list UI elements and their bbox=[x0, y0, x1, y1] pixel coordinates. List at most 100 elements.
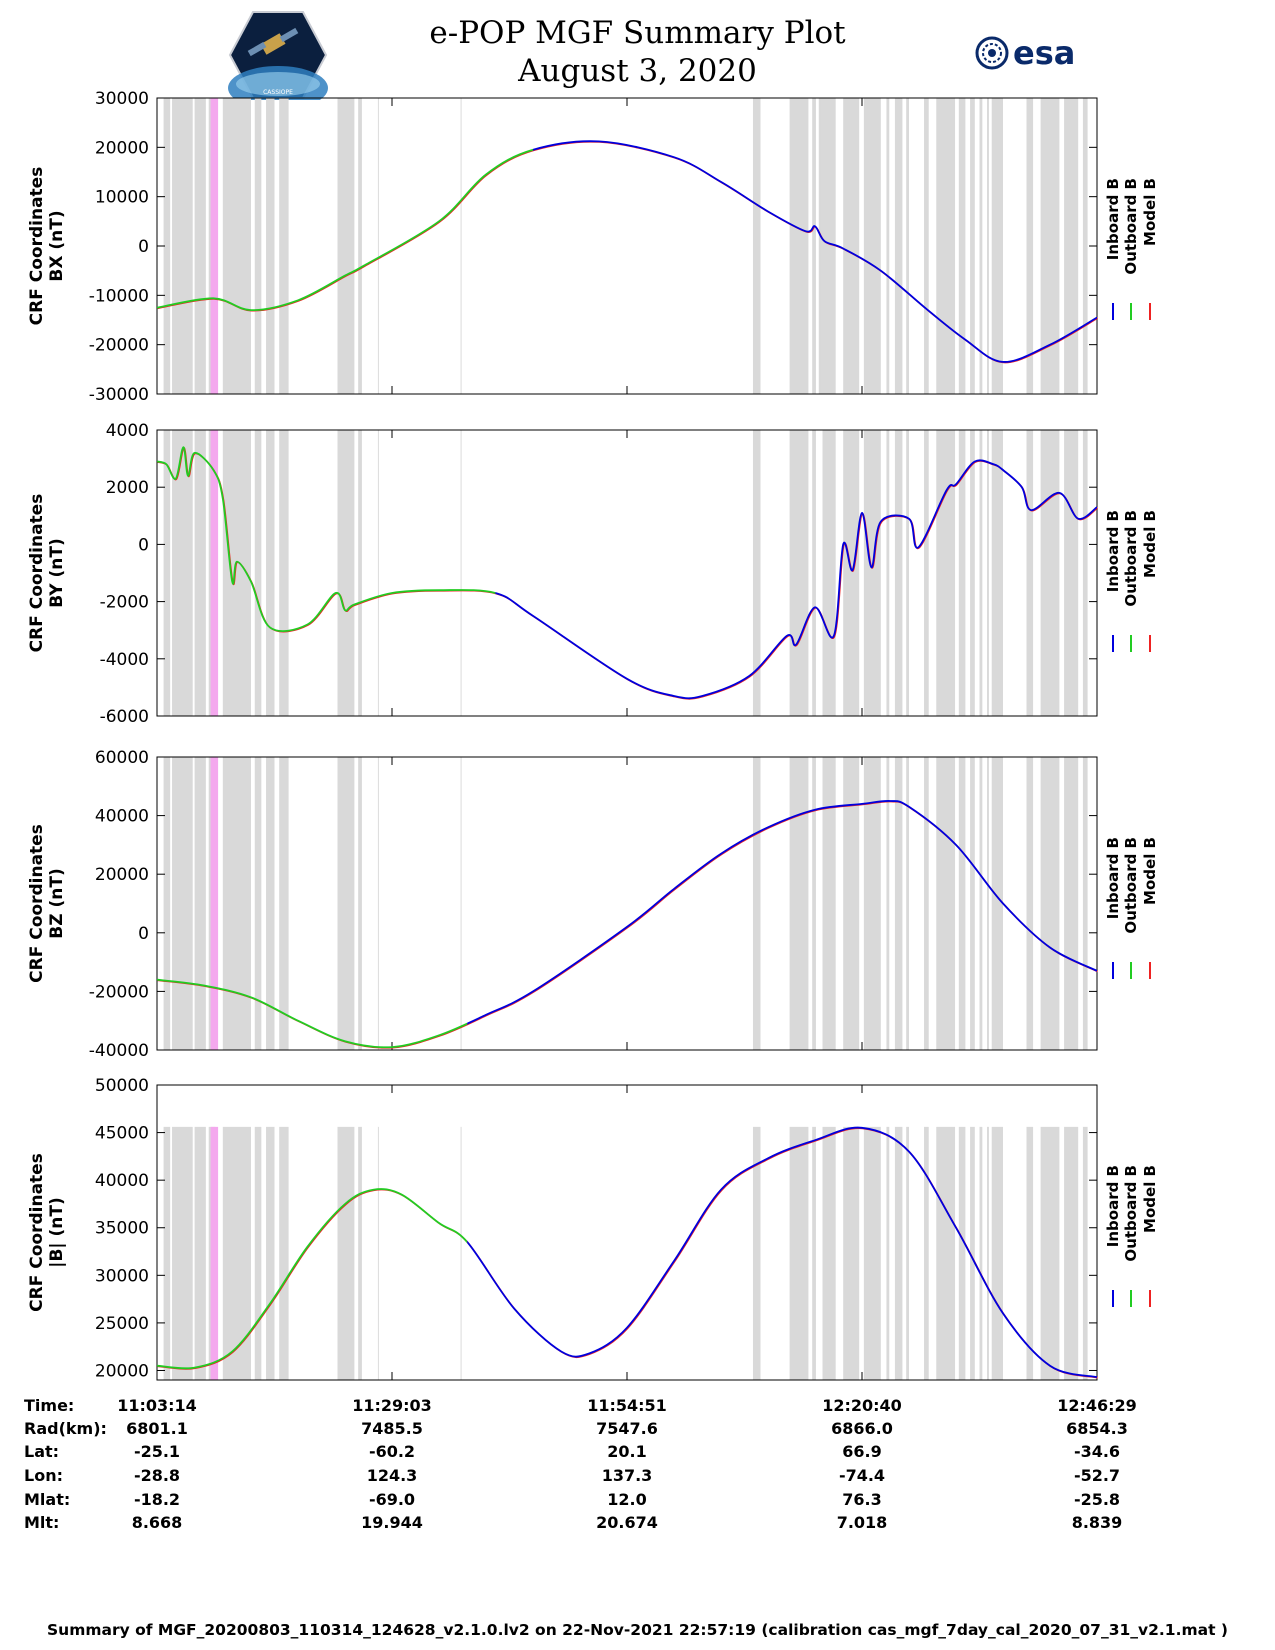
data-gap-band bbox=[970, 757, 975, 1050]
data-gap-band bbox=[254, 430, 262, 716]
ephemeris-cell: -69.0 bbox=[368, 1490, 416, 1509]
axes-box bbox=[156, 756, 1098, 1051]
data-gap-band bbox=[358, 757, 362, 1050]
data-gap-band bbox=[752, 757, 761, 1050]
data-gap-band bbox=[1082, 1126, 1088, 1380]
y-tick-label: 4000 bbox=[106, 421, 149, 441]
data-gap-band bbox=[812, 1126, 816, 1380]
legend-label: Outboard B bbox=[1122, 510, 1140, 607]
ephemeris-cell: 6801.1 bbox=[126, 1419, 188, 1438]
axes-box bbox=[156, 429, 1098, 717]
ephemeris-cell: 66.9 bbox=[842, 1442, 882, 1461]
data-gap-band bbox=[460, 757, 462, 1050]
y-axis-label: CRF Coordinates bbox=[27, 494, 47, 653]
ephemeris-cell: 12:20:40 bbox=[822, 1396, 902, 1415]
data-gap-band bbox=[958, 1126, 966, 1380]
data-gap-band bbox=[822, 430, 836, 716]
data-gap-band bbox=[254, 757, 262, 1050]
ephemeris-row-label: Time: bbox=[24, 1396, 75, 1415]
data-gap-band bbox=[970, 1126, 975, 1380]
model-b-line bbox=[157, 1127, 1098, 1379]
esa-logo-text: esa bbox=[1013, 34, 1076, 72]
inboard-b-line bbox=[495, 459, 1097, 700]
y-tick-label: 10000 bbox=[95, 188, 149, 208]
y-tick-label: 20000 bbox=[95, 138, 149, 158]
data-gap-band bbox=[279, 430, 289, 716]
data-gap-band bbox=[886, 757, 890, 1050]
y-tick-label: 2000 bbox=[106, 478, 149, 498]
y-tick-label: 40000 bbox=[95, 1171, 149, 1191]
esa-emblem-icon bbox=[975, 36, 1009, 70]
inboard-b-line bbox=[533, 140, 1097, 363]
ephemeris-row-label: Mlat: bbox=[24, 1490, 71, 1509]
legend-label: Outboard B bbox=[1122, 178, 1140, 275]
data-gap-band bbox=[163, 430, 171, 716]
data-gap-band bbox=[752, 1126, 761, 1380]
data-gap-band bbox=[1026, 757, 1034, 1050]
legend-label: Inboard B bbox=[1104, 837, 1122, 919]
y-tick-label: 50000 bbox=[95, 1076, 149, 1096]
data-gap-band bbox=[789, 430, 809, 716]
highlight-band bbox=[210, 98, 219, 394]
highlight-band bbox=[210, 430, 219, 716]
data-gap-band bbox=[1082, 430, 1088, 716]
ephemeris-cell: -28.8 bbox=[133, 1466, 181, 1485]
data-gap-band bbox=[894, 98, 903, 394]
model-b-line bbox=[157, 800, 1098, 1049]
data-gap-band bbox=[752, 98, 761, 394]
data-gap-band bbox=[818, 98, 821, 394]
panel-4: 20000 25000 30000 35000 40000 45000 50000 CRF C… bbox=[27, 1076, 1159, 1381]
data-gap-band bbox=[886, 1126, 890, 1380]
y-tick-label: -4000 bbox=[100, 650, 149, 670]
data-gap-band bbox=[863, 757, 881, 1050]
data-gap-band bbox=[358, 98, 362, 394]
ephemeris-cell: 6854.3 bbox=[1066, 1419, 1128, 1438]
data-gap-band bbox=[194, 1126, 206, 1380]
ephemeris-cell: -60.2 bbox=[368, 1442, 416, 1461]
data-gap-band bbox=[819, 98, 825, 394]
ephemeris-cell: -25.8 bbox=[1073, 1490, 1121, 1509]
data-gap-band bbox=[970, 98, 975, 394]
ephemeris-row-label: Lon: bbox=[24, 1466, 63, 1485]
data-gap-band bbox=[987, 757, 989, 1050]
ephemeris-cell: 7547.6 bbox=[596, 1419, 658, 1438]
y-axis-label: BX (nT) bbox=[47, 210, 67, 281]
outboard-b-line bbox=[157, 446, 496, 632]
data-gap-band bbox=[812, 98, 816, 394]
inboard-b-line bbox=[467, 800, 1097, 1025]
ephemeris-cell: 12.0 bbox=[607, 1490, 647, 1509]
data-gap-band bbox=[172, 757, 193, 1050]
inboard-b-line bbox=[467, 1126, 1097, 1378]
data-gap-band bbox=[979, 98, 983, 394]
ephemeris-cell: -34.6 bbox=[1073, 1442, 1121, 1461]
data-gap-band bbox=[194, 430, 206, 716]
y-tick-label: 30000 bbox=[95, 89, 149, 109]
data-gap-band bbox=[894, 1126, 903, 1380]
data-gap-band bbox=[924, 98, 929, 394]
data-gap-band bbox=[172, 98, 193, 394]
data-gap-band bbox=[337, 1126, 355, 1380]
data-gap-band bbox=[1040, 430, 1060, 716]
y-tick-label: -2000 bbox=[100, 593, 149, 613]
data-gap-band bbox=[991, 757, 1003, 1050]
data-gap-band bbox=[936, 430, 956, 716]
legend-label: Model B bbox=[1141, 1165, 1159, 1233]
data-gap-band bbox=[358, 1126, 362, 1380]
data-gap-band bbox=[812, 430, 816, 716]
y-tick-label: -40000 bbox=[89, 1041, 149, 1061]
data-gap-band bbox=[906, 1126, 909, 1380]
data-gap-band bbox=[1026, 1126, 1034, 1380]
y-axis-label: CRF Coordinates bbox=[27, 824, 47, 983]
data-gap-band bbox=[924, 430, 929, 716]
data-gap-band bbox=[812, 757, 816, 1050]
ephemeris-row-label: Lat: bbox=[24, 1442, 60, 1461]
data-gap-band bbox=[843, 757, 860, 1050]
data-gap-band bbox=[958, 98, 966, 394]
data-gap-band bbox=[1040, 1126, 1060, 1380]
ephemeris-cell: -74.4 bbox=[838, 1466, 886, 1485]
y-tick-label: 25000 bbox=[95, 1314, 149, 1334]
ephemeris-cell: -52.7 bbox=[1073, 1466, 1121, 1485]
data-gap-band bbox=[279, 1126, 289, 1380]
data-gap-band bbox=[843, 98, 860, 394]
data-gap-band bbox=[958, 757, 966, 1050]
